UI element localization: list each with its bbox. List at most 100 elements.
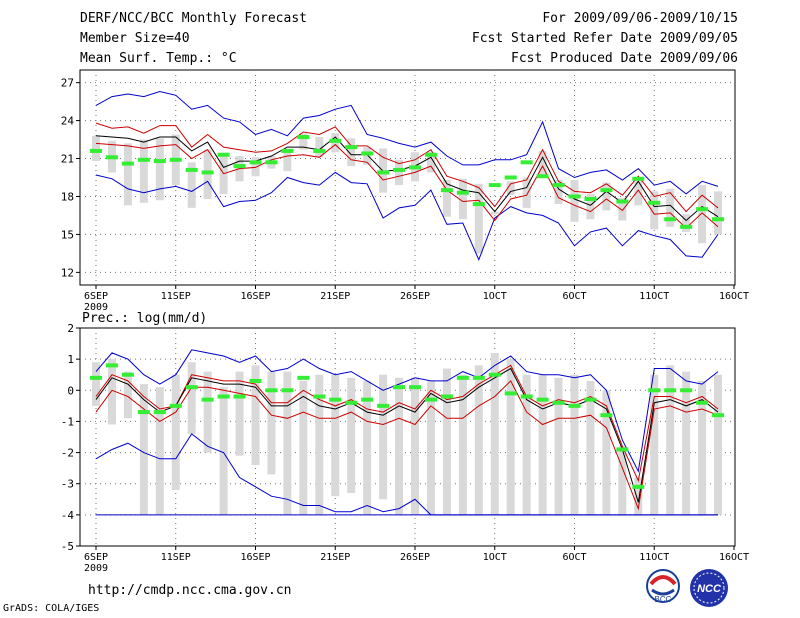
- prec-x-tick-label: 26SEP: [400, 552, 430, 563]
- temp-spread-box: [714, 191, 723, 235]
- bcc-logo-icon: BCC: [646, 569, 680, 604]
- temp-x-tick-label: 21SEP: [320, 291, 350, 302]
- temp-observed-marker: [409, 165, 421, 170]
- prec-lower-line: [95, 380, 719, 511]
- prec-observed-marker: [488, 372, 501, 377]
- prec-y-tick-label: -5: [61, 540, 74, 553]
- prec-spread-box: [155, 387, 164, 515]
- temp-mean-line: [95, 135, 719, 222]
- prec-spread-box: [522, 374, 531, 515]
- prec-observed-marker: [153, 410, 166, 415]
- prec-max-line: [95, 349, 719, 473]
- temp-observed-marker: [664, 217, 677, 222]
- temp-x-tick-label: 11SEP: [161, 291, 191, 302]
- temp-observed-marker: [169, 157, 182, 162]
- prec-observed-marker: [313, 394, 326, 399]
- temp-spread-box: [315, 137, 324, 158]
- prec-x-year-label: 2009: [84, 563, 108, 574]
- prec-spread-box: [139, 384, 148, 515]
- temp-y-tick-label: 18: [61, 190, 74, 203]
- temp-observed-marker: [584, 197, 597, 201]
- temp-spread-box: [570, 180, 579, 222]
- prec-spread-box: [123, 371, 132, 419]
- prec-spread-box: [395, 377, 404, 515]
- prec-spread-box: [203, 371, 212, 453]
- temp-spread-box: [139, 139, 148, 203]
- prec-observed-marker: [137, 410, 150, 415]
- temp-observed-marker: [488, 183, 501, 188]
- prec-y-tick-label: 2: [67, 322, 74, 335]
- prec-x-tick-label: 6SEP: [84, 552, 108, 563]
- temp-observed-marker: [249, 160, 262, 165]
- prec-spread-box: [251, 365, 260, 466]
- prec-spread-box: [107, 359, 116, 425]
- prec-observed-marker: [616, 447, 629, 452]
- prec-x-tick-label: 21SEP: [320, 552, 350, 563]
- temp-observed-marker: [504, 175, 517, 180]
- variable-label: Mean Surf. Temp.: °C: [80, 51, 237, 66]
- prec-spread-box: [506, 359, 515, 515]
- temp-spread-box: [251, 157, 260, 177]
- prec-observed-marker: [265, 388, 278, 393]
- temp-spread-box: [618, 197, 627, 221]
- prec-spread-box: [235, 371, 244, 456]
- temp-y-tick-label: 24: [61, 115, 75, 128]
- temp-x-tick-label: 6SEP: [84, 291, 108, 302]
- temp-spread-box: [650, 191, 659, 230]
- prec-observed-marker: [377, 403, 390, 408]
- prec-observed-marker: [696, 400, 709, 405]
- prec-observed-marker: [472, 375, 485, 380]
- prec-spread-box: [219, 387, 228, 515]
- temp-spread-box: [123, 143, 132, 206]
- temp-observed-marker: [456, 190, 469, 195]
- produced-date: Fcst Produced Date 2009/09/06: [511, 51, 738, 66]
- temp-y-tick-label: 15: [61, 228, 74, 241]
- temp-spread-box: [634, 177, 643, 206]
- prec-x-tick-label: 16OCT: [719, 552, 749, 563]
- prec-y-tick-label: 1: [67, 353, 74, 366]
- prec-observed-marker: [520, 394, 533, 399]
- bcc-logo-text: BCC: [655, 595, 672, 604]
- grads-credit: GrADS: COLA/IGES: [3, 603, 100, 614]
- temp-observed-marker: [329, 138, 342, 143]
- prec-spread-box: [299, 380, 308, 515]
- prec-spread-box: [267, 371, 276, 475]
- temp-observed-marker: [616, 199, 629, 204]
- member-size: Member Size=40: [80, 31, 190, 46]
- temp-spread-box: [698, 185, 707, 244]
- temp-spread-box: [554, 180, 563, 205]
- temp-observed-marker: [472, 202, 485, 207]
- temp-spread-box: [538, 150, 547, 178]
- temp-spread-box: [666, 188, 675, 227]
- temp-spread-box: [92, 135, 100, 162]
- temp-observed-marker: [137, 157, 150, 162]
- temp-observed-marker: [568, 194, 581, 199]
- prec-observed-marker: [712, 413, 725, 418]
- prec-observed-marker: [345, 400, 358, 405]
- temp-x-tick-label: 1OCT: [483, 291, 507, 302]
- prec-observed-marker: [249, 378, 262, 383]
- prec-observed-marker: [297, 375, 310, 380]
- prec-observed-marker: [105, 363, 118, 368]
- prec-observed-marker: [409, 385, 421, 390]
- prec-spread-box: [650, 374, 659, 515]
- temp-spread-box: [602, 182, 611, 211]
- temp-observed-marker: [217, 152, 230, 157]
- prec-x-tick-label: 1OCT: [483, 552, 507, 563]
- temp-spread-box: [155, 138, 164, 201]
- temp-x-tick-label: 6OCT: [562, 291, 586, 302]
- temp-observed-marker: [632, 176, 645, 181]
- forecast-period: For 2009/09/06-2009/10/15: [542, 11, 738, 26]
- prec-observed-marker: [568, 403, 581, 408]
- prec-spread-box: [634, 477, 643, 515]
- prec-observed-marker: [648, 388, 661, 393]
- prec-spread-box: [171, 374, 180, 490]
- prec-spread-box: [187, 362, 196, 434]
- prec-mean-line: [95, 367, 719, 503]
- ncc-logo-icon: NCC: [690, 569, 728, 607]
- started-date: Fcst Started Refer Date 2009/09/05: [471, 31, 738, 46]
- prec-spread-box: [379, 374, 388, 500]
- temp-spread-box: [586, 193, 595, 220]
- prec-observed-marker: [600, 413, 613, 418]
